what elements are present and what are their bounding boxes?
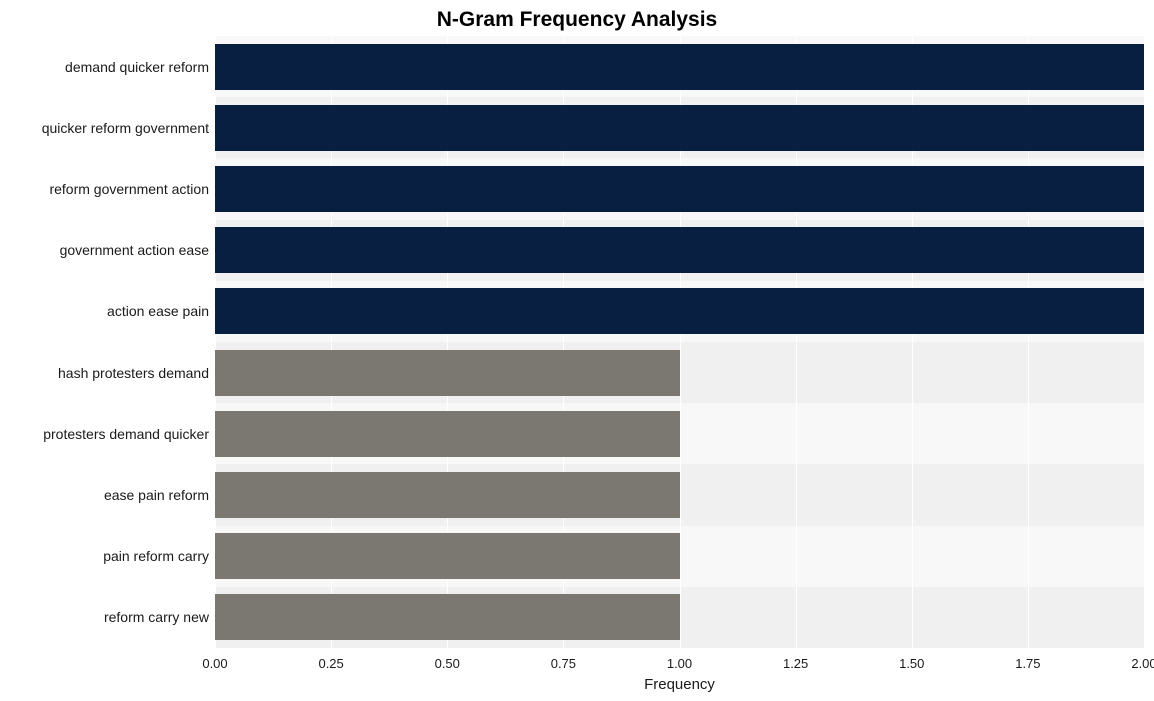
x-tick-label: 2.00 bbox=[1131, 656, 1154, 671]
bar bbox=[215, 288, 1144, 334]
plot-area bbox=[215, 36, 1144, 648]
gridline bbox=[1144, 36, 1145, 648]
bar bbox=[215, 594, 680, 640]
y-tick-label: government action ease bbox=[60, 242, 209, 258]
y-tick-label: reform government action bbox=[49, 181, 209, 197]
bar bbox=[215, 105, 1144, 151]
ngram-frequency-chart: N-Gram Frequency Analysis Frequency dema… bbox=[0, 0, 1154, 701]
bar bbox=[215, 472, 680, 518]
y-tick-label: action ease pain bbox=[107, 303, 209, 319]
x-tick-label: 0.75 bbox=[551, 656, 576, 671]
x-tick-label: 1.00 bbox=[667, 656, 692, 671]
y-tick-label: demand quicker reform bbox=[65, 59, 209, 75]
x-tick-label: 0.25 bbox=[318, 656, 343, 671]
bar bbox=[215, 227, 1144, 273]
bar bbox=[215, 350, 680, 396]
bar bbox=[215, 44, 1144, 90]
bar bbox=[215, 533, 680, 579]
bar bbox=[215, 166, 1144, 212]
bar bbox=[215, 411, 680, 457]
y-tick-label: hash protesters demand bbox=[58, 365, 209, 381]
y-tick-label: pain reform carry bbox=[103, 548, 209, 564]
x-axis-label: Frequency bbox=[215, 676, 1144, 693]
y-tick-label: reform carry new bbox=[104, 609, 209, 625]
x-tick-label: 1.50 bbox=[899, 656, 924, 671]
y-tick-label: ease pain reform bbox=[104, 487, 209, 503]
y-tick-label: quicker reform government bbox=[42, 120, 209, 136]
x-tick-label: 1.75 bbox=[1015, 656, 1040, 671]
x-tick-label: 1.25 bbox=[783, 656, 808, 671]
y-tick-label: protesters demand quicker bbox=[43, 426, 209, 442]
x-tick-label: 0.00 bbox=[202, 656, 227, 671]
x-tick-label: 0.50 bbox=[435, 656, 460, 671]
chart-title: N-Gram Frequency Analysis bbox=[0, 8, 1154, 32]
